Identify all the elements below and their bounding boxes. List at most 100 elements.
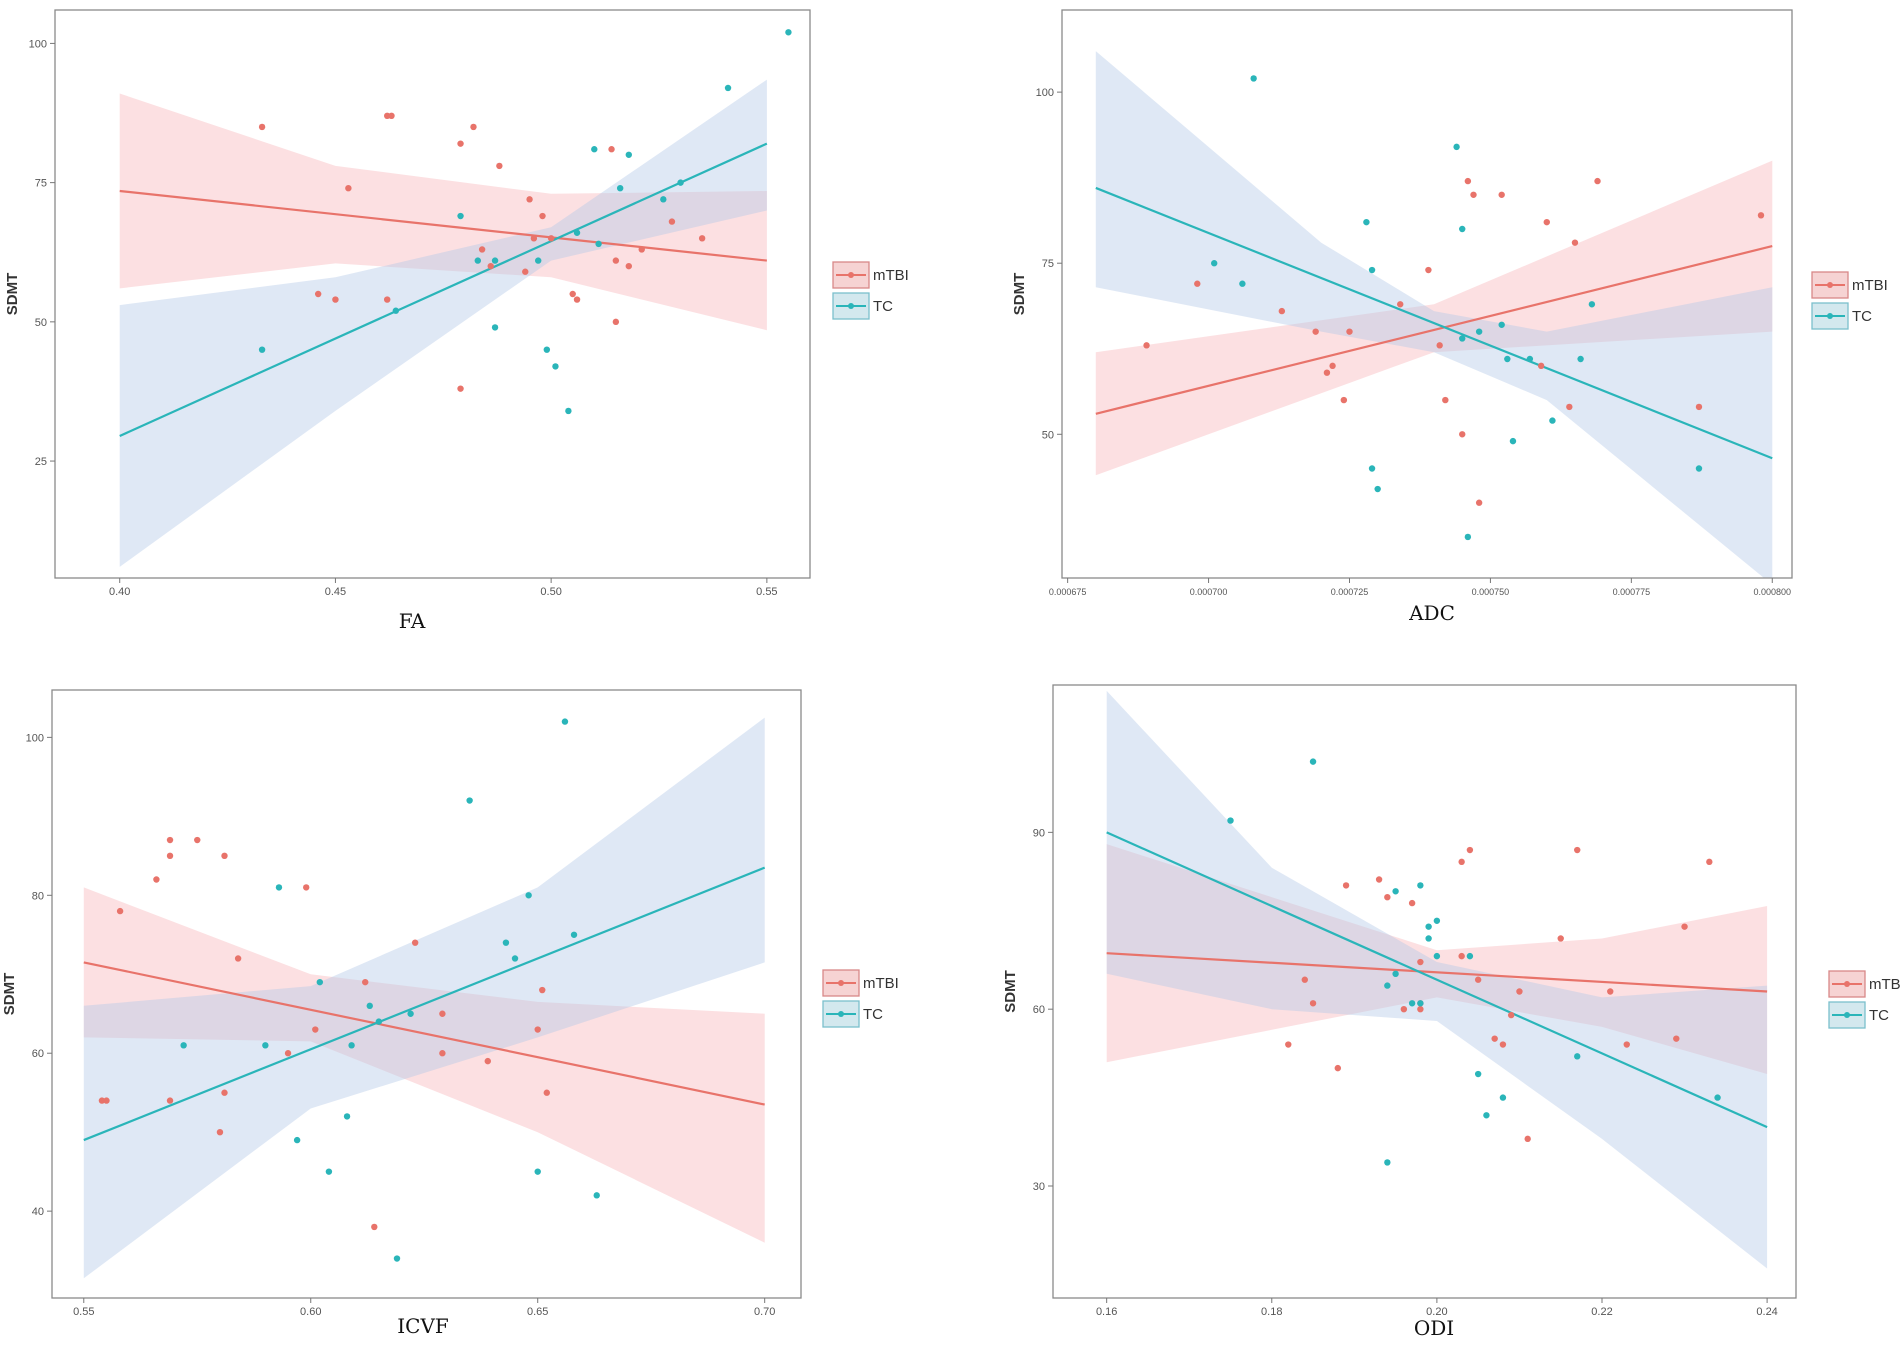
data-point-mtbi <box>1309 1000 1317 1007</box>
legend-point <box>838 1011 844 1017</box>
y-tick-label: 100 <box>26 732 44 744</box>
fit-line-mtbi <box>1106 952 1768 993</box>
plot-frame <box>51 689 802 1299</box>
data-point-mtbi <box>487 262 494 270</box>
data-point-mtbi <box>1757 212 1765 219</box>
data-point-tc <box>1417 882 1424 889</box>
data-point-tc <box>1425 935 1432 942</box>
legend-label: mTBI <box>1852 277 1888 294</box>
x-tick-label: 0.55 <box>756 586 777 598</box>
data-point-mtbi <box>384 296 391 303</box>
data-point-tc <box>1417 1000 1424 1007</box>
data-point-tc <box>1309 758 1317 765</box>
data-point-mtbi <box>362 978 369 986</box>
data-point-mtbi <box>522 268 529 275</box>
data-point-tc <box>1368 266 1376 274</box>
data-point-tc <box>625 151 632 158</box>
fit-line-tc <box>119 142 768 438</box>
fit-line-tc <box>83 866 766 1142</box>
data-point-tc <box>1509 437 1517 445</box>
data-point-tc <box>591 146 598 153</box>
data-point-mtbi <box>539 986 546 994</box>
data-point-mtbi <box>216 1128 224 1136</box>
legend-label: mTBI <box>863 975 899 992</box>
x-tick-label: 0.60 <box>300 1306 321 1318</box>
x-tick-label: 0.45 <box>325 586 346 598</box>
data-point-tc <box>1588 301 1596 308</box>
data-point-mtbi <box>439 1050 446 1057</box>
data-point-mtbi <box>612 257 620 264</box>
data-point-tc <box>595 240 602 248</box>
data-point-mtbi <box>116 907 124 915</box>
data-point-tc <box>535 257 542 264</box>
plot-frame <box>1052 684 1797 1299</box>
data-point-mtbi <box>1475 499 1483 506</box>
y-tick-label: 60 <box>1033 1004 1045 1016</box>
data-point-mtbi <box>439 1010 446 1017</box>
data-point-tc <box>180 1042 187 1049</box>
fit-line-tc <box>1106 831 1768 1129</box>
x-tick-label: 0.65 <box>527 1306 548 1318</box>
x-tick-label: 0.20 <box>1426 1306 1447 1318</box>
data-point-mtbi <box>1524 1135 1531 1143</box>
data-point-tc <box>366 1002 373 1010</box>
y-tick-label: 90 <box>1033 827 1045 839</box>
data-point-mtbi <box>1459 431 1466 438</box>
data-point-tc <box>570 931 578 938</box>
data-point-mtbi <box>573 296 581 303</box>
legend-item-mtbi: mTBI <box>832 261 909 289</box>
data-point-mtbi <box>1557 935 1564 942</box>
data-point-mtbi <box>569 290 576 298</box>
x-tick-label: 0.55 <box>73 1306 94 1318</box>
data-point-mtbi <box>1436 342 1443 349</box>
legend-item-mtbi: mTBI <box>1811 271 1888 299</box>
confidence-band-tc <box>119 79 767 567</box>
data-point-tc <box>393 1255 401 1262</box>
y-axis-label: SDMT <box>1002 970 1019 1013</box>
panel-fa: 0.40 0.45 0.50 0.55 25 50 75 100 SDMT FA mTBI TC <box>4 9 909 633</box>
data-point-tc <box>1239 280 1246 287</box>
data-point-mtbi <box>1695 403 1703 411</box>
data-point-tc <box>262 1042 269 1049</box>
x-tick-label: 0.16 <box>1096 1306 1117 1318</box>
data-point-mtbi <box>314 290 322 298</box>
data-point-mtbi <box>1397 301 1404 308</box>
data-point-mtbi <box>478 246 486 253</box>
x-tick-label: 0.000725 <box>1331 587 1369 597</box>
data-point-tc <box>1433 952 1441 960</box>
data-point-mtbi <box>534 1026 541 1033</box>
data-point-tc <box>660 196 667 203</box>
data-point-mtbi <box>371 1223 378 1231</box>
y-axis-label: SDMT <box>1 973 18 1016</box>
confidence-band-mtbi <box>1095 160 1773 476</box>
data-point-tc <box>1392 970 1399 978</box>
data-point-tc <box>348 1042 355 1049</box>
data-point-mtbi <box>1375 876 1383 883</box>
data-point-mtbi <box>411 939 419 946</box>
data-point-mtbi <box>530 235 538 242</box>
data-point-tc <box>511 955 519 962</box>
data-point-tc <box>491 257 499 264</box>
plot-background <box>1062 10 1792 578</box>
panel-adc: 0.000675 0.000700 0.000725 0.000750 0.000775… <box>1011 9 1888 625</box>
data-point-tc <box>407 1010 414 1017</box>
data-point-mtbi <box>103 1097 110 1104</box>
data-point-mtbi <box>543 1089 550 1096</box>
legend-item-tc: TC <box>1811 302 1872 330</box>
data-point-mtbi <box>1681 923 1688 930</box>
x-tick-label: 0.22 <box>1591 1306 1612 1318</box>
data-point-tc <box>1483 1112 1490 1119</box>
data-point-tc <box>1475 328 1483 335</box>
data-point-tc <box>565 407 572 415</box>
data-point-mtbi <box>484 1057 491 1065</box>
data-point-mtbi <box>1491 1035 1498 1042</box>
data-point-mtbi <box>1425 266 1432 274</box>
legend-point <box>1844 981 1850 987</box>
data-point-tc <box>1504 355 1511 363</box>
panel-odi: 0.16 0.18 0.20 0.22 0.24 30 60 90 SDMT ODI mTBI TC <box>1002 684 1902 1340</box>
data-point-mtbi <box>1537 362 1545 370</box>
data-point-mtbi <box>1301 976 1308 983</box>
legend-label: mTBI <box>873 267 909 284</box>
data-point-tc <box>1549 417 1556 424</box>
